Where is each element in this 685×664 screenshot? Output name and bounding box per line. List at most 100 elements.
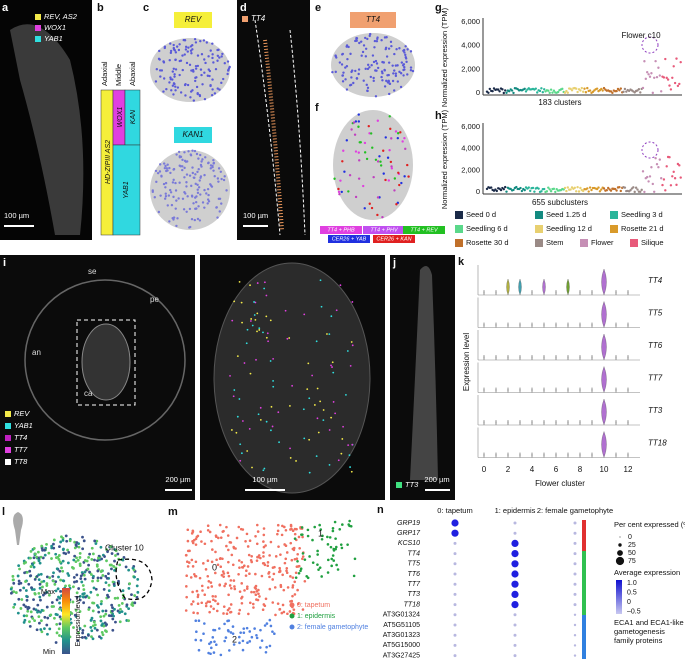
cell <box>390 137 393 140</box>
cell <box>212 598 215 602</box>
signal <box>269 319 272 322</box>
cell <box>68 539 72 543</box>
cell <box>40 544 44 548</box>
dot <box>453 633 457 637</box>
cell <box>203 188 206 192</box>
signal <box>256 330 258 333</box>
signal <box>315 340 318 343</box>
cell <box>154 80 158 83</box>
point <box>566 186 569 189</box>
point <box>566 91 569 94</box>
cell <box>333 177 336 180</box>
cell <box>268 618 272 622</box>
violin <box>531 419 533 426</box>
cell <box>187 561 191 564</box>
cell <box>239 631 242 634</box>
cell <box>215 558 218 562</box>
cell <box>133 594 137 597</box>
cell <box>50 544 54 548</box>
cell <box>294 571 298 575</box>
violin <box>567 354 569 361</box>
cell <box>406 163 409 167</box>
cell <box>274 613 277 617</box>
cell <box>164 186 167 189</box>
cell <box>18 588 22 592</box>
cell <box>112 565 116 568</box>
cell <box>207 161 210 164</box>
signal <box>351 443 354 446</box>
cell <box>14 591 18 594</box>
cell <box>396 80 400 83</box>
cell <box>96 593 100 597</box>
cell <box>348 519 351 523</box>
cell <box>289 600 292 603</box>
dot <box>453 582 457 586</box>
cell <box>188 174 192 177</box>
cell <box>334 55 337 58</box>
label: TT4 <box>366 15 381 24</box>
violin <box>555 419 557 426</box>
cell <box>254 572 257 576</box>
point <box>637 88 641 91</box>
cell <box>92 601 96 605</box>
cell <box>106 593 109 597</box>
cell <box>218 557 222 561</box>
cell <box>245 587 249 590</box>
cell <box>209 605 213 608</box>
cell <box>175 45 179 48</box>
signal <box>303 313 306 316</box>
cell <box>75 556 78 560</box>
label: TT4 <box>251 14 266 23</box>
cell <box>110 609 114 613</box>
cell <box>100 599 103 603</box>
cell <box>182 208 186 211</box>
cell <box>58 634 61 637</box>
point <box>660 177 663 180</box>
dot <box>451 529 459 537</box>
point <box>651 91 654 95</box>
cell <box>345 139 349 142</box>
size-key <box>615 556 625 566</box>
cell <box>194 543 198 546</box>
cell <box>111 580 115 584</box>
cell <box>36 550 40 554</box>
signal <box>239 459 242 462</box>
violin <box>531 354 533 361</box>
cell <box>75 591 79 595</box>
point <box>582 189 585 193</box>
cell <box>22 620 26 624</box>
cell <box>293 557 297 561</box>
cell <box>245 532 249 536</box>
cell <box>373 46 376 49</box>
cell <box>77 631 80 635</box>
size-key <box>618 543 622 547</box>
point <box>549 88 553 91</box>
signal <box>330 315 333 318</box>
dot <box>573 552 577 556</box>
violin <box>555 452 557 458</box>
cell <box>252 606 255 609</box>
point <box>602 86 606 90</box>
signal <box>295 460 297 462</box>
cell <box>381 72 384 75</box>
cell <box>217 197 221 201</box>
dot <box>453 541 457 545</box>
cell <box>200 540 203 543</box>
cell <box>61 579 65 583</box>
cell <box>162 182 166 186</box>
cell <box>326 571 330 574</box>
label: 100 µm <box>4 211 29 220</box>
cell <box>174 68 178 71</box>
cell <box>207 651 210 655</box>
violin <box>567 452 569 458</box>
signal <box>238 398 241 400</box>
cell <box>40 630 44 634</box>
cell <box>214 599 217 603</box>
cell <box>374 69 377 72</box>
label: KAN <box>130 109 137 124</box>
cell <box>77 587 81 590</box>
cell <box>62 547 65 551</box>
label: TT4 + REV <box>410 227 439 233</box>
panel-letter: h <box>435 110 442 122</box>
dot <box>573 654 577 657</box>
